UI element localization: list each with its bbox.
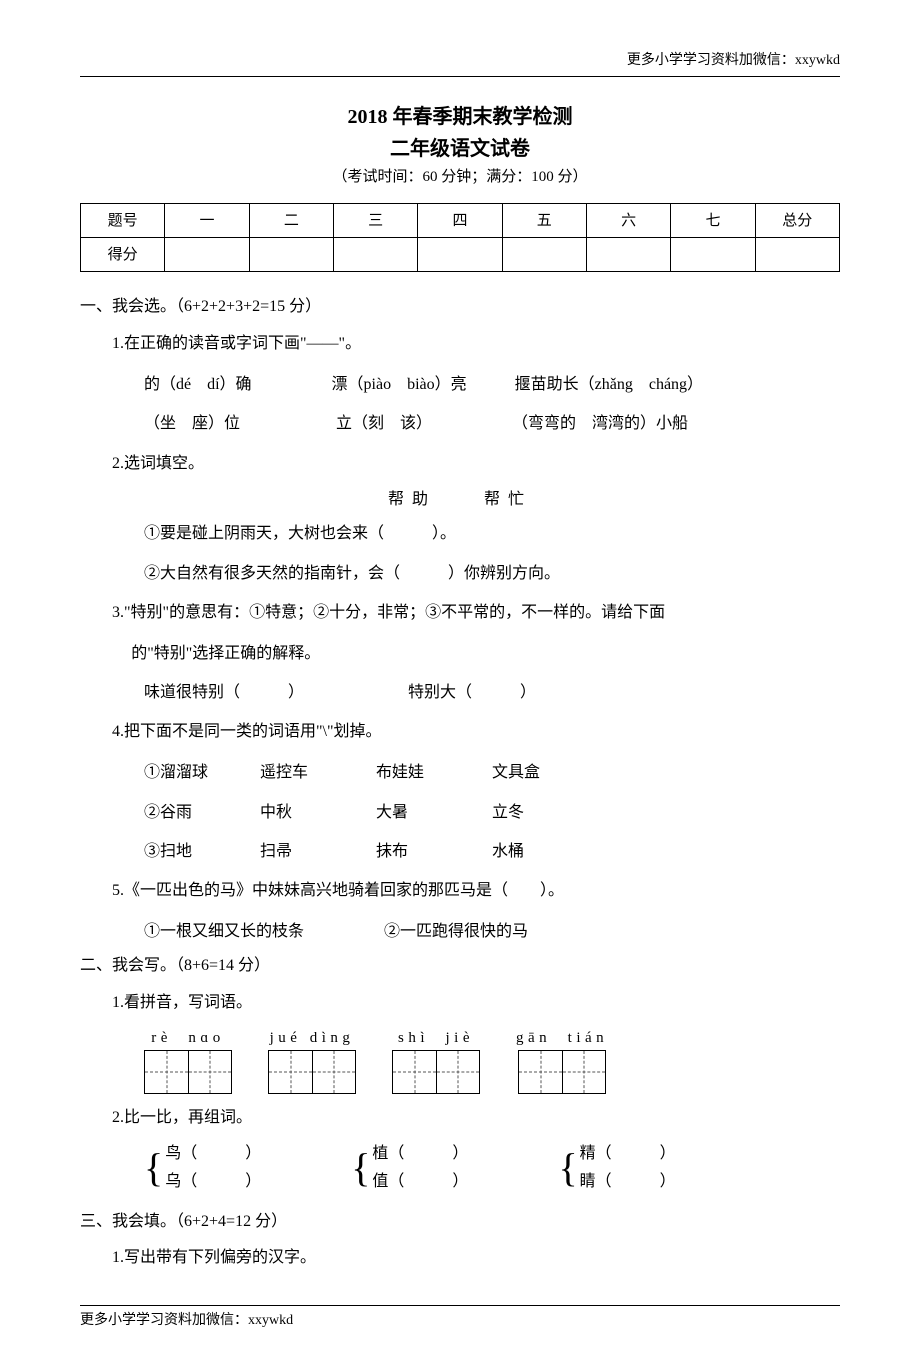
q4-row2: ②谷雨 中秋 大暑 立冬 (144, 795, 840, 830)
exam-subtitle: （考试时间：60 分钟；满分：100 分） (80, 165, 840, 189)
pinyin-label: rè nɑo (151, 1026, 225, 1050)
q5-prompt: 5.《一匹出色的马》中妹妹高兴地骑着回家的那匹马是（ ）。 (112, 873, 840, 908)
q4-word: 大暑 (376, 795, 488, 830)
cell: 四 (418, 204, 502, 238)
tianzige-cell (392, 1050, 436, 1094)
q1-prompt: 1.在正确的读音或字词下画"——"。 (112, 326, 840, 361)
score-table: 题号 一 二 三 四 五 六 七 总分 得分 (80, 203, 840, 272)
q4-row1: ①溜溜球 遥控车 布娃娃 文具盒 (144, 755, 840, 790)
tianzige-grid (268, 1050, 356, 1094)
pinyin-block: shì jiè (392, 1026, 480, 1094)
table-row: 得分 (81, 238, 840, 272)
left-brace-icon: { (558, 1148, 577, 1188)
left-brace-icon: { (351, 1148, 370, 1188)
header-right: 更多小学学习资料加微信：xxywkd (80, 50, 840, 77)
q2-item2: ②大自然有很多天然的指南针，会（ ）你辨别方向。 (144, 556, 840, 591)
bracket-group: { 精（ ） 睛（ ） (558, 1141, 675, 1194)
q2-1-prompt: 1.看拼音，写词语。 (112, 985, 840, 1020)
cell: 三 (333, 204, 417, 238)
title-line-1: 2018 年春季期末教学检测 (80, 101, 840, 133)
tianzige-cell (268, 1050, 312, 1094)
tianzige-cell (436, 1050, 480, 1094)
cell: 总分 (755, 204, 839, 238)
cell: 七 (671, 204, 755, 238)
cell (586, 238, 670, 272)
cell (165, 238, 249, 272)
cell: 得分 (81, 238, 165, 272)
q4-word: 抹布 (376, 834, 488, 869)
pinyin-block: rè nɑo (144, 1026, 232, 1094)
compare-row: { 鸟（ ） 乌（ ） { 植（ ） 值（ ） { 精（ ） 睛（ ） (144, 1141, 840, 1194)
title-line-2: 二年级语文试卷 (80, 133, 840, 165)
q2-word-choices: 帮助 帮忙 (80, 487, 840, 513)
q4-word: 布娃娃 (376, 755, 488, 790)
tianzige-cell (312, 1050, 356, 1094)
footer: 更多小学学习资料加微信：xxywkd (80, 1305, 840, 1332)
q2-prompt: 2.选词填空。 (112, 446, 840, 481)
cell (418, 238, 502, 272)
tianzige-cell (562, 1050, 606, 1094)
q4-word: 遥控车 (260, 755, 372, 790)
pinyin-label: jué dìng (270, 1026, 355, 1050)
cell: 一 (165, 204, 249, 238)
tianzige-grid (392, 1050, 480, 1094)
cell (333, 238, 417, 272)
q4-prompt: 4.把下面不是同一类的词语用"\"划掉。 (112, 714, 840, 749)
pair-a: 精（ ） (580, 1141, 676, 1167)
q4-word: 扫帚 (260, 834, 372, 869)
pair-b: 值（ ） (372, 1169, 468, 1195)
q3-line-b: 的"特别"选择正确的解释。 (131, 636, 840, 671)
pair-b: 睛（ ） (580, 1169, 676, 1195)
q5-options: ①一根又细又长的枝条 ②一匹跑得很快的马 (144, 914, 840, 949)
cell: 五 (502, 204, 586, 238)
tianzige-cell (188, 1050, 232, 1094)
section-1-heading: 一、我会选。（6+2+2+3+2=15 分） (80, 294, 840, 320)
pair-a: 植（ ） (372, 1141, 468, 1167)
q2-2-prompt: 2.比一比，再组词。 (112, 1100, 840, 1135)
pair-b: 乌（ ） (165, 1169, 261, 1195)
left-brace-icon: { (144, 1148, 163, 1188)
tianzige-grid (144, 1050, 232, 1094)
q4-word: 立冬 (492, 795, 604, 830)
q4-word: 水桶 (492, 834, 604, 869)
q1-line2: （坐 座）位 立（刻 该） （弯弯的 湾湾的）小船 (144, 406, 840, 441)
q4-word: ③扫地 (144, 834, 256, 869)
pinyin-label: gān tián (516, 1026, 608, 1050)
section-3-heading: 三、我会填。（6+2+4=12 分） (80, 1209, 840, 1235)
cell (249, 238, 333, 272)
q4-word: 中秋 (260, 795, 372, 830)
bracket-group: { 植（ ） 值（ ） (351, 1141, 468, 1194)
q3-line-c: 味道很特别（ ） 特别大（ ） (144, 675, 840, 710)
tianzige-grid (518, 1050, 606, 1094)
q4-word: ①溜溜球 (144, 755, 256, 790)
table-row: 题号 一 二 三 四 五 六 七 总分 (81, 204, 840, 238)
bracket-group: { 鸟（ ） 乌（ ） (144, 1141, 261, 1194)
pinyin-row: rè nɑo jué dìng shì jiè gān tián (144, 1026, 840, 1094)
q1-line1: 的（dé dí）确 漂（piào biào）亮 揠苗助长（zhǎng cháng… (144, 367, 840, 402)
pinyin-block: gān tián (516, 1026, 608, 1094)
q2-item1: ①要是碰上阴雨天，大树也会来（ ）。 (144, 516, 840, 551)
q3-line-a: 3."特别"的意思有：①特意；②十分，非常；③不平常的，不一样的。请给下面 (112, 595, 840, 630)
cell (755, 238, 839, 272)
tianzige-cell (144, 1050, 188, 1094)
pinyin-label: shì jiè (398, 1026, 474, 1050)
cell: 题号 (81, 204, 165, 238)
pinyin-block: jué dìng (268, 1026, 356, 1094)
q4-word: ②谷雨 (144, 795, 256, 830)
cell: 二 (249, 204, 333, 238)
q4-row3: ③扫地 扫帚 抹布 水桶 (144, 834, 840, 869)
q3-1-prompt: 1.写出带有下列偏旁的汉字。 (112, 1240, 840, 1275)
pair-a: 鸟（ ） (165, 1141, 261, 1167)
cell (671, 238, 755, 272)
tianzige-cell (518, 1050, 562, 1094)
section-2-heading: 二、我会写。（8+6=14 分） (80, 953, 840, 979)
q4-word: 文具盒 (492, 755, 604, 790)
cell (502, 238, 586, 272)
cell: 六 (586, 204, 670, 238)
